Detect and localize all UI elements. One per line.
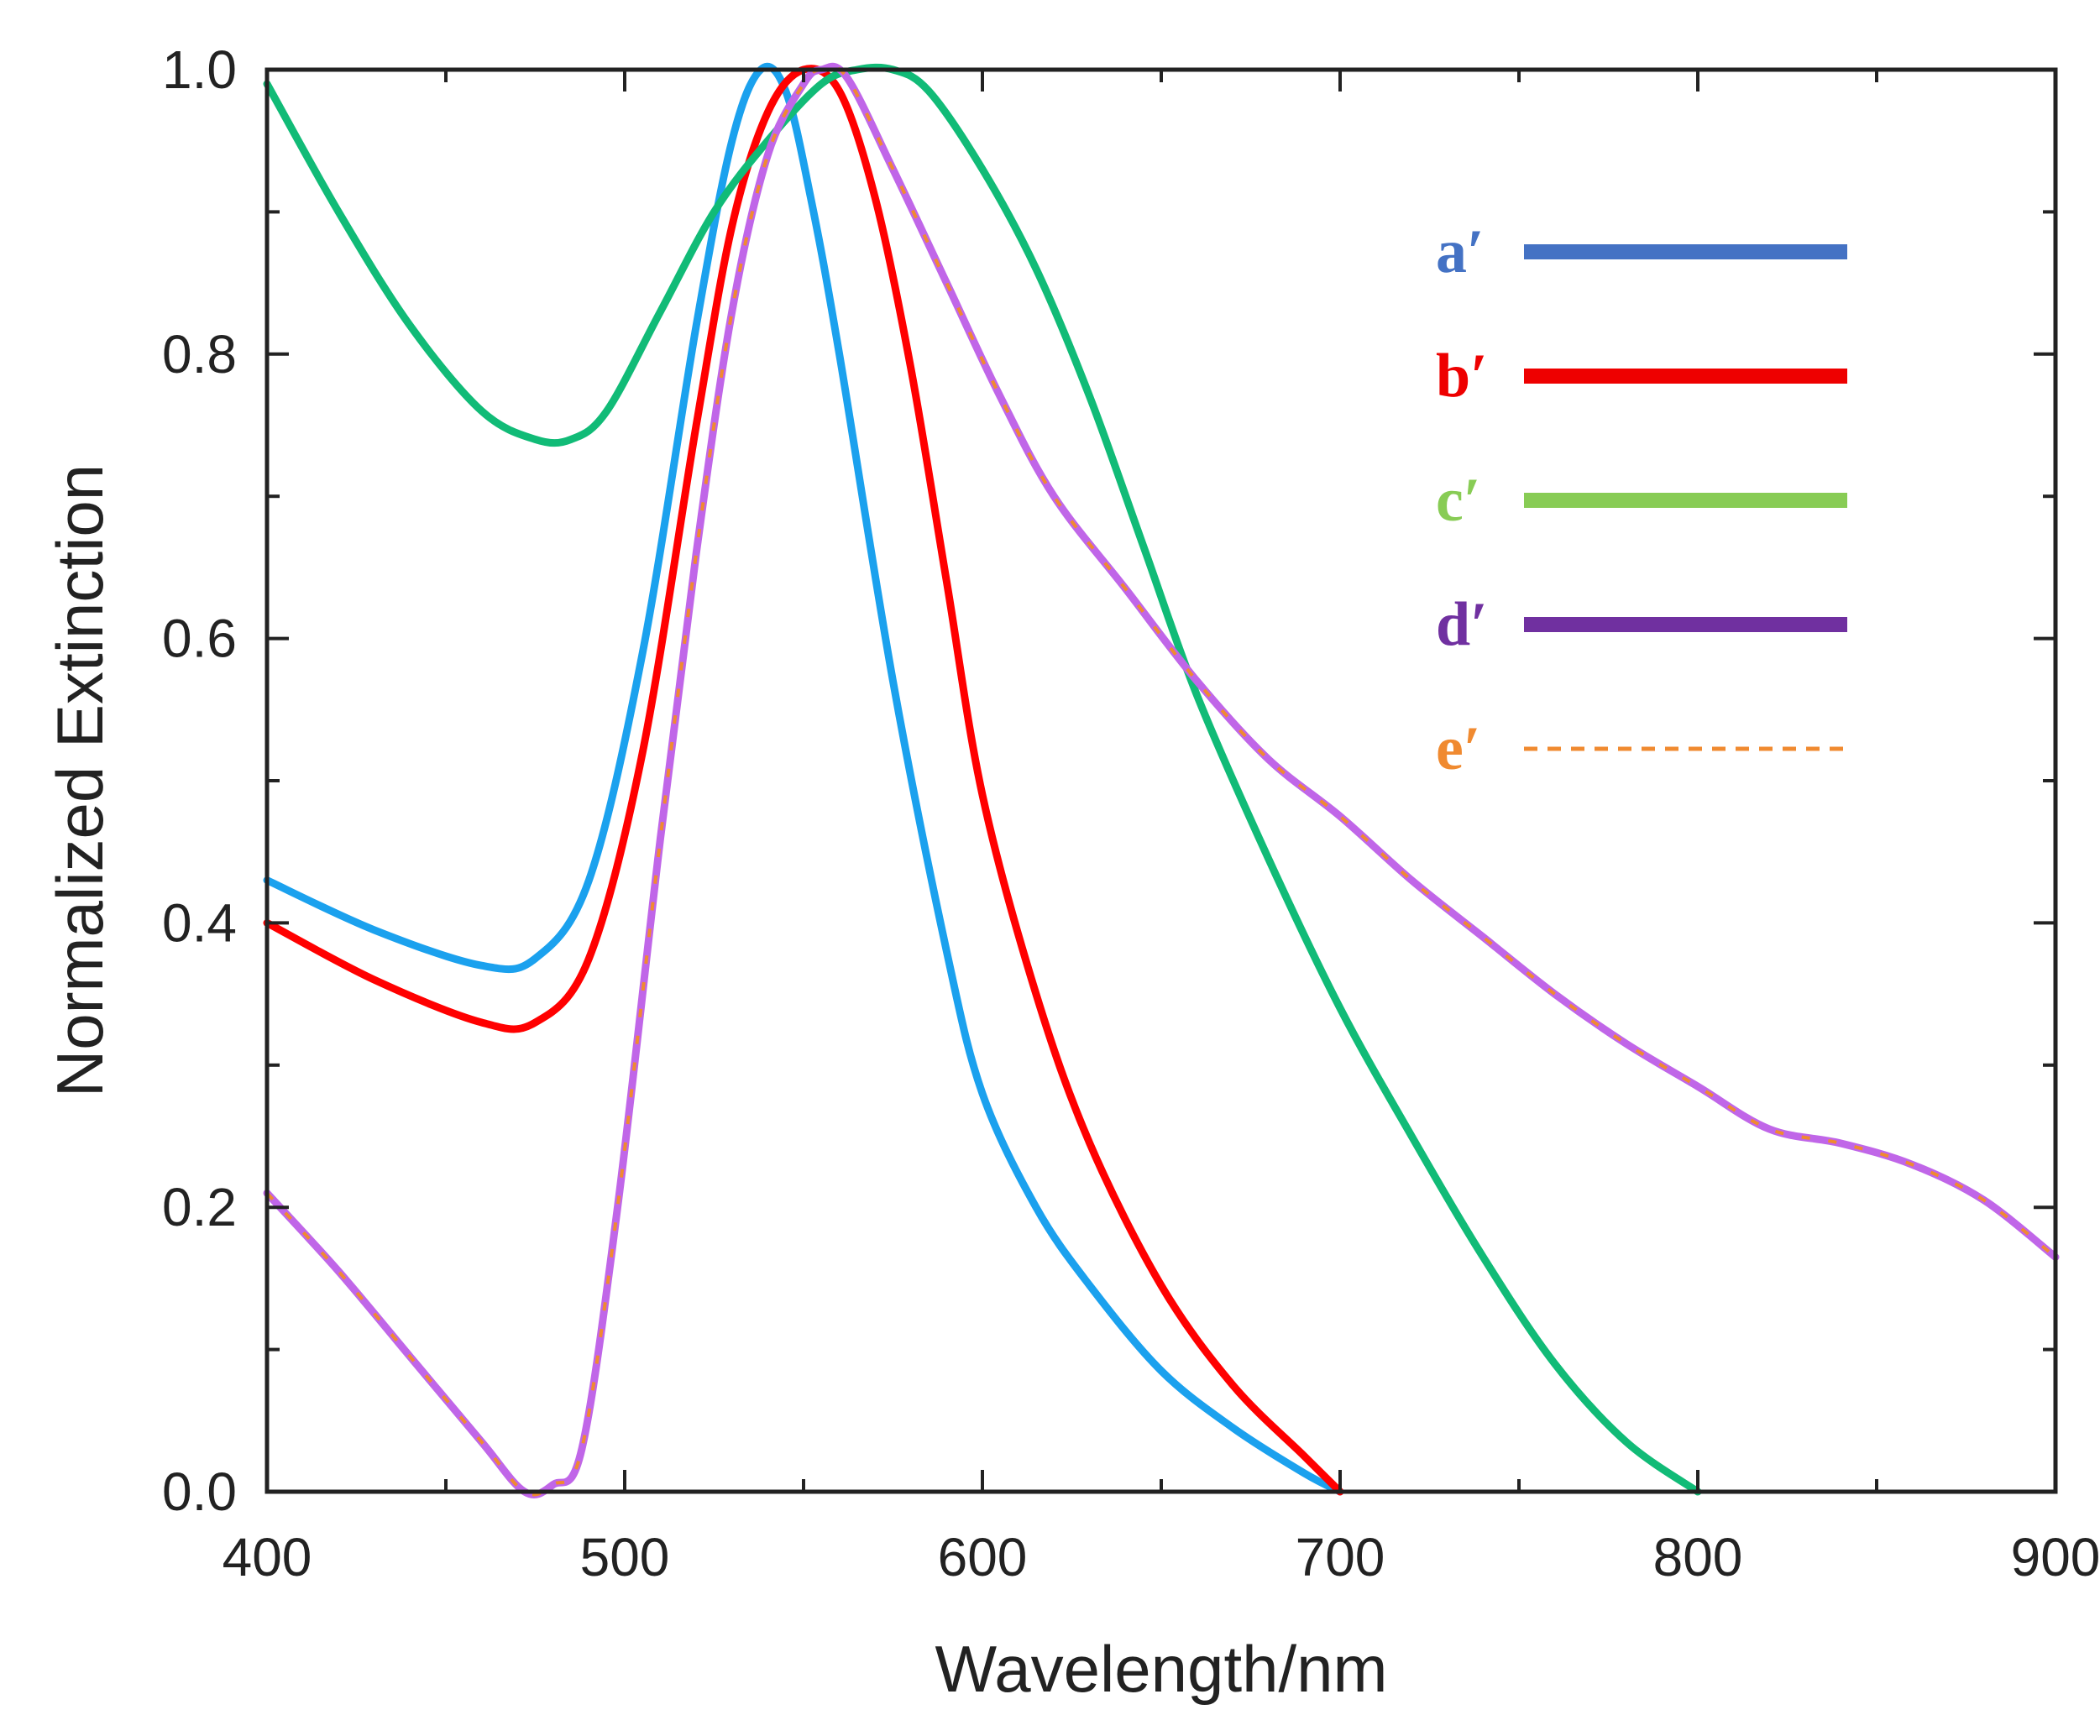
legend-label-e: e′: [1436, 714, 1481, 783]
legend-label-c: c′: [1436, 466, 1481, 535]
x-tick-label: 700: [1296, 1527, 1385, 1587]
y-axis-title: Normalized Extinction: [43, 464, 117, 1097]
legend-label-b: b′: [1436, 342, 1488, 410]
series-layer: [263, 62, 2060, 1498]
x-axis-title: Wavelength/nm: [935, 1632, 1387, 1706]
series-line-a: [263, 62, 1344, 1496]
y-tick-label: 0.2: [162, 1177, 237, 1237]
x-tick-label: 600: [938, 1527, 1028, 1587]
y-tick-label: 1.0: [162, 39, 237, 100]
series-line-e: [265, 65, 2057, 1497]
y-tick-label: 0.4: [162, 892, 237, 953]
series-line-b: [263, 65, 1344, 1496]
y-tick-label: 0.8: [162, 324, 237, 384]
ticks-layer: 400 500 600 700 800 900 0.0 0.2 0.4 0.6 0.8 1.0: [162, 39, 2100, 1587]
legend-label-a: a′: [1436, 217, 1485, 286]
x-tick-label: 500: [580, 1527, 670, 1587]
y-tick-label: 0.6: [162, 609, 237, 669]
x-tick-label: 800: [1653, 1527, 1743, 1587]
series-line-c: [263, 63, 1702, 1496]
legend: a′ b′ c′ d′ e′: [1436, 217, 1847, 783]
legend-label-d: d′: [1436, 590, 1488, 659]
y-tick-label: 0.0: [162, 1461, 237, 1522]
x-tick-label: 400: [223, 1527, 312, 1587]
x-tick-label: 900: [2011, 1527, 2100, 1587]
